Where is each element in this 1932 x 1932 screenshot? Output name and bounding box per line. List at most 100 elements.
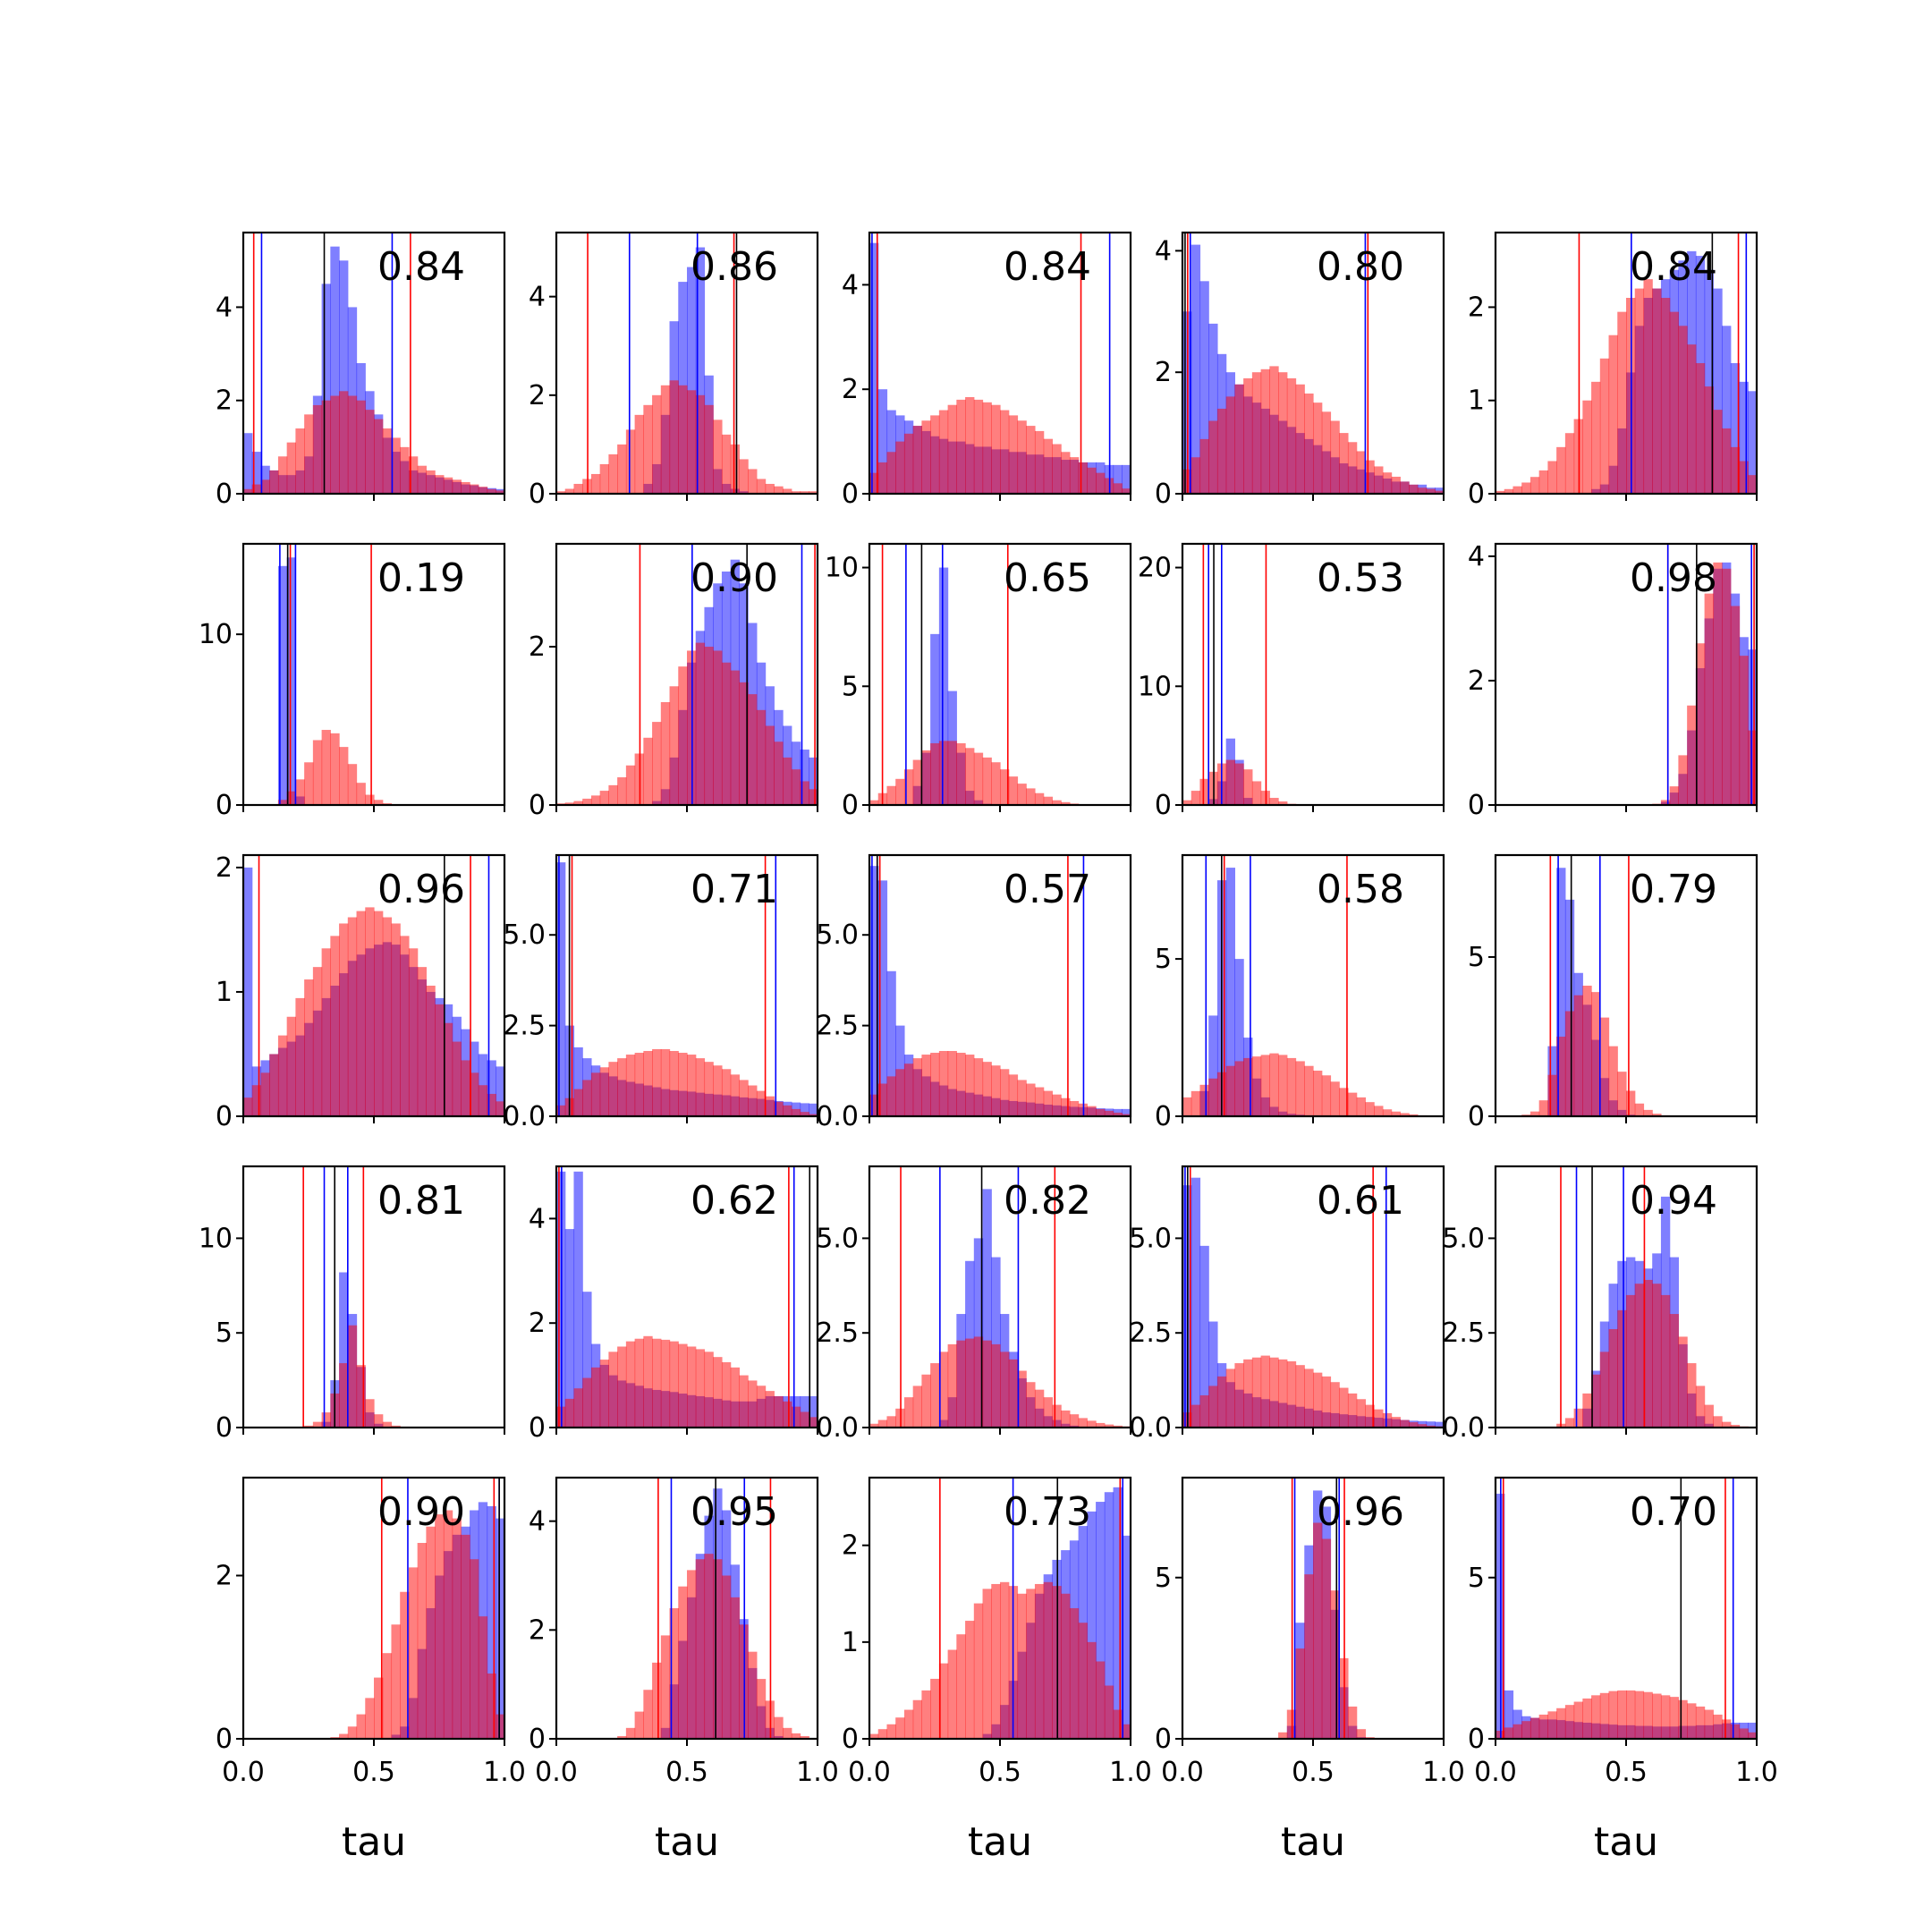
red-bar <box>1730 446 1741 494</box>
y-tick-label: 5 <box>216 1318 233 1349</box>
blue-bar <box>573 1046 583 1116</box>
red-bar <box>660 1339 671 1428</box>
red-bar <box>1313 402 1323 494</box>
blue-bar <box>286 557 296 805</box>
red-bar <box>886 452 896 494</box>
red-bar <box>695 642 706 805</box>
red-bar <box>886 1724 896 1739</box>
red-bar <box>599 463 609 494</box>
red-bar <box>652 1662 662 1739</box>
blue-bar <box>809 1103 818 1116</box>
red-bar <box>1026 426 1036 494</box>
red-bar <box>678 1586 688 1739</box>
red-bar <box>1678 1336 1688 1428</box>
blue-bar <box>251 452 262 494</box>
red-bar <box>903 433 914 494</box>
blue-bar <box>243 867 253 1116</box>
blue-bar <box>1564 899 1575 1116</box>
red-bar <box>1652 1114 1662 1116</box>
red-bar <box>1182 1097 1192 1116</box>
blue-bar <box>1426 1421 1436 1428</box>
red-bar <box>321 948 331 1116</box>
red-bar <box>956 1053 966 1116</box>
correlation-label: 0.82 <box>1004 1178 1091 1224</box>
red-bar <box>1199 1395 1209 1428</box>
red-bar <box>461 1060 470 1116</box>
red-bar <box>277 800 288 805</box>
red-bar <box>269 1054 279 1116</box>
red-bar <box>652 1048 662 1116</box>
red-bar <box>556 1105 566 1116</box>
y-tick-label: 2 <box>216 1561 233 1592</box>
red-bar <box>1313 1372 1323 1428</box>
red-bar <box>1113 1112 1123 1116</box>
plot-area <box>556 233 818 494</box>
blue-bar <box>1191 244 1201 494</box>
x-tick-label: 0.0 <box>848 1757 891 1788</box>
red-bar <box>608 784 618 805</box>
plot-area <box>1521 855 1671 1116</box>
red-bar <box>1748 475 1757 494</box>
red-bar <box>877 1729 888 1739</box>
red-bar <box>1243 1057 1253 1116</box>
y-tick-label: 5 <box>1468 1563 1485 1594</box>
red-bar <box>260 1072 270 1116</box>
y-tick-label: 0 <box>1468 1101 1485 1132</box>
red-bar <box>1017 1080 1027 1116</box>
plot-area <box>556 855 818 1116</box>
red-bar <box>1704 386 1714 494</box>
blue-bar <box>496 1518 504 1739</box>
red-bar <box>426 1526 436 1739</box>
red-bar <box>1626 1090 1636 1116</box>
red-bar <box>713 1357 723 1428</box>
red-bar <box>374 911 384 1116</box>
red-bar <box>982 1589 992 1739</box>
red-bar <box>1634 1103 1645 1116</box>
red-bar <box>1216 408 1227 494</box>
blue-bar <box>687 267 697 494</box>
red-bar <box>1191 791 1201 805</box>
red-bar <box>756 479 767 494</box>
red-bar <box>1078 1418 1088 1428</box>
x-tick-label: 1.0 <box>1735 1757 1778 1788</box>
red-bar <box>1591 1374 1601 1428</box>
correlation-label: 0.81 <box>377 1178 465 1224</box>
red-bar <box>1000 410 1010 494</box>
subplot: 0 5 0.70 0.0 0.5 1.0 tau <box>1468 1476 1778 1865</box>
red-bar <box>695 1559 706 1739</box>
red-bar <box>1122 1114 1131 1116</box>
blue-bar <box>496 1066 504 1116</box>
red-bar <box>1547 1074 1557 1116</box>
red-bar <box>1026 1382 1036 1428</box>
correlation-label: 0.84 <box>1004 244 1091 290</box>
red-bar <box>982 1340 992 1428</box>
red-bar <box>1017 1370 1027 1428</box>
blue-bar <box>982 1189 992 1428</box>
blue-bar <box>938 567 949 805</box>
red-bar <box>1739 656 1749 805</box>
red-bar <box>260 479 270 494</box>
x-axis-title: tau <box>1594 1819 1658 1865</box>
correlation-label: 0.96 <box>1317 1489 1404 1535</box>
red-bar <box>947 1051 957 1116</box>
x-tick-label: 1.0 <box>796 1757 839 1788</box>
subplot: 0.0 2.5 5.0 0.71 <box>503 853 819 1132</box>
red-bar <box>1251 1357 1262 1428</box>
red-bar <box>1278 801 1288 805</box>
red-bar <box>1687 1703 1697 1739</box>
subplot: 0 10 20 0.53 <box>1138 542 1445 821</box>
blue-bar <box>930 633 940 805</box>
red-bar <box>1739 461 1749 494</box>
red-bar <box>1000 769 1010 805</box>
red-bar <box>435 1004 445 1116</box>
correlation-label: 0.90 <box>377 1489 465 1535</box>
correlation-label: 0.84 <box>377 244 465 290</box>
red-bar <box>1356 451 1366 494</box>
red-bar <box>783 1727 792 1739</box>
red-bar <box>1000 1581 1010 1739</box>
red-bar <box>339 1363 349 1428</box>
red-bar <box>1034 792 1045 805</box>
red-bar <box>1564 1011 1575 1116</box>
blue-bar <box>1087 1511 1097 1739</box>
red-bar <box>443 1022 453 1116</box>
